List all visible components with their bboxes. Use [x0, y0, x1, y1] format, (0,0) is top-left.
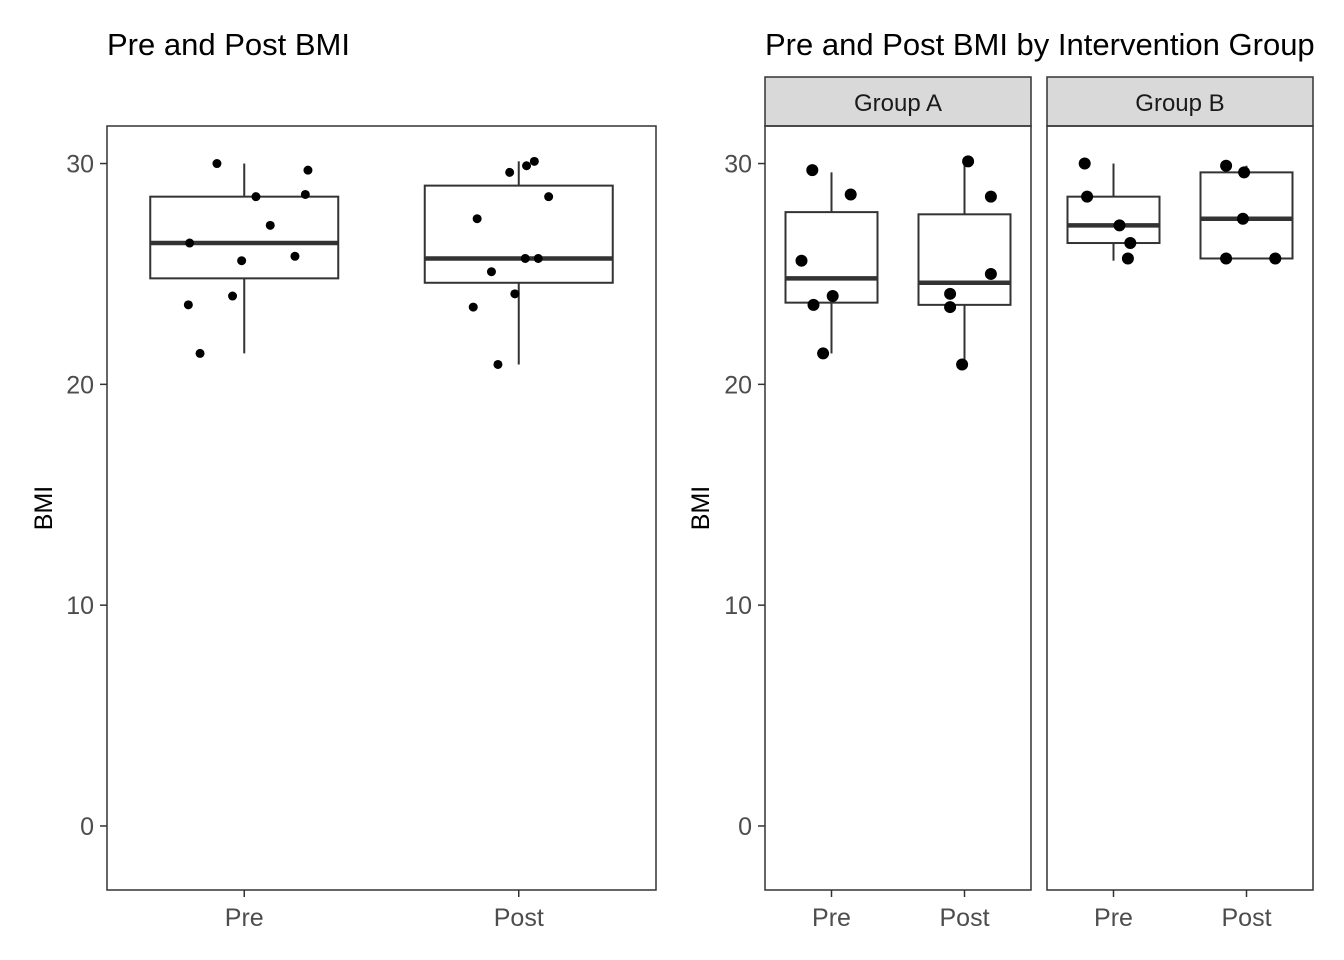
data-point — [290, 251, 300, 261]
data-point — [1269, 252, 1282, 265]
data-point — [505, 167, 515, 177]
data-point — [806, 164, 819, 177]
data-point — [956, 358, 969, 371]
y-tick-label: 0 — [80, 813, 94, 841]
y-tick-label: 10 — [724, 592, 752, 620]
facet-box-post — [1199, 159, 1294, 265]
data-point — [544, 192, 554, 202]
facet-group-b: Group B Pre Post — [1046, 76, 1314, 932]
left-y-axis-title: BMI — [30, 486, 58, 530]
data-point — [185, 238, 195, 248]
facet-strip — [1046, 76, 1314, 127]
panel-border — [764, 125, 1032, 891]
iqr-box — [1066, 195, 1161, 245]
facet-group-a: Group A Pre Post — [764, 76, 1032, 932]
facet-box-post — [917, 155, 1012, 371]
data-point — [944, 287, 957, 300]
left-y-axis: 0 10 20 30 — [66, 151, 107, 841]
y-tick-label: 20 — [66, 371, 94, 399]
left-panel: Pre Post — [106, 125, 657, 932]
data-point — [520, 253, 530, 263]
iqr-box — [917, 213, 1012, 306]
facet-strip-label: Group A — [854, 90, 942, 117]
data-point — [468, 302, 478, 312]
data-point — [1081, 190, 1094, 203]
data-point — [1236, 212, 1249, 225]
y-tick-label: 10 — [66, 592, 94, 620]
data-point — [962, 155, 975, 168]
right-y-axis: 0 10 20 30 — [724, 151, 765, 841]
right-chart-title: Pre and Post BMI by Intervention Group — [765, 27, 1315, 62]
data-point — [183, 300, 193, 310]
x-tick-label: Pre — [812, 904, 851, 932]
data-point — [300, 189, 310, 199]
data-point — [472, 214, 482, 224]
y-tick-label: 30 — [66, 151, 94, 179]
data-point — [212, 159, 222, 169]
data-point — [817, 347, 830, 360]
data-point — [984, 267, 997, 280]
panel-border — [1046, 125, 1314, 891]
data-point — [1124, 237, 1137, 250]
y-tick-label: 0 — [738, 813, 752, 841]
x-tick-label: Pre — [225, 904, 264, 932]
y-tick-label: 20 — [724, 371, 752, 399]
data-point — [807, 298, 820, 311]
x-tick-label: Pre — [1094, 904, 1133, 932]
data-point — [237, 256, 247, 266]
x-tick-label: Post — [1221, 904, 1271, 932]
data-point — [1238, 166, 1251, 179]
data-point — [228, 291, 238, 301]
left-box-post — [423, 156, 614, 369]
data-point — [493, 359, 503, 369]
data-point — [1220, 159, 1233, 172]
data-point — [984, 190, 997, 203]
data-point — [1078, 157, 1091, 170]
facet-box-pre — [784, 164, 879, 360]
data-point — [195, 348, 205, 358]
plots-layer: Pre Post 0 10 20 30 BMI Group A Pre Post Group B Pr… — [30, 76, 1314, 932]
facet-strip-label: Group B — [1135, 90, 1224, 117]
right-y-axis-title: BMI — [687, 486, 715, 530]
iqr-box — [423, 184, 614, 284]
data-point — [486, 267, 496, 277]
data-point — [1113, 219, 1126, 232]
x-tick-label: Post — [494, 904, 544, 932]
data-point — [251, 192, 261, 202]
data-point — [826, 290, 839, 303]
data-point — [303, 165, 313, 175]
left-chart-title: Pre and Post BMI — [107, 27, 350, 62]
data-point — [844, 188, 857, 201]
iqr-box — [149, 195, 340, 280]
data-point — [795, 254, 808, 267]
data-point — [510, 289, 520, 299]
x-tick-label: Post — [939, 904, 989, 932]
left-box-pre — [149, 159, 340, 358]
data-point — [533, 253, 543, 263]
data-point — [522, 161, 532, 171]
y-tick-label: 30 — [724, 151, 752, 179]
data-point — [265, 220, 275, 230]
data-point — [1121, 252, 1134, 265]
data-point — [529, 156, 539, 166]
facet-box-pre — [1066, 157, 1161, 265]
panel-border — [106, 125, 657, 891]
data-point — [1220, 252, 1233, 265]
data-point — [944, 301, 957, 314]
